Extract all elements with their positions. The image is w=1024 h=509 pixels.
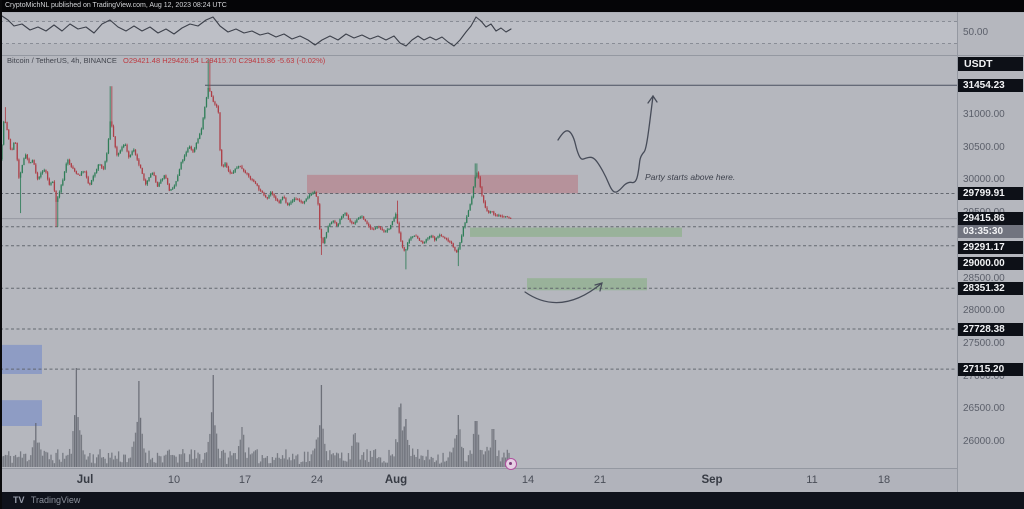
countdown-box: 03:35:30 <box>958 225 1023 238</box>
time-tick: 10 <box>167 474 181 486</box>
time-tick: 24 <box>310 474 324 486</box>
indicator-scale-label: 50.00 <box>963 27 989 38</box>
time-tick: Aug <box>384 474 408 486</box>
ohlc-values: O29421.48 H29426.54 L29415.70 C29415.86 … <box>123 56 326 65</box>
price-axis[interactable]: 50.00 USDT 31000.00 30500.00 30000.00 29… <box>957 12 1024 492</box>
price-gridline-label: 26000.00 <box>963 436 1005 447</box>
current-price-box: 29415.86 <box>958 212 1023 225</box>
price-level-box-high: 31454.23 <box>958 79 1023 92</box>
price-gridline-label: 27500.00 <box>963 338 1005 349</box>
time-tick: Jul <box>76 474 94 486</box>
idea-marker-glyph <box>509 462 512 465</box>
price-level-box: 29291.17 <box>958 240 1023 254</box>
publish-bar: CryptoMichNL published on TradingView.co… <box>0 0 1024 12</box>
idea-marker[interactable] <box>505 458 517 470</box>
watermark-bar: TV TradingView <box>0 492 1024 509</box>
price-gridline-label: 28500.00 <box>963 272 1005 284</box>
symbol-legend: Bitcoin / TetherUS, 4h, BINANCE O29421.4… <box>7 56 325 65</box>
price-level-box: 29799.91 <box>958 187 1023 200</box>
price-gridline-label: 26500.00 <box>963 403 1005 414</box>
price-level-box: 29000.00 <box>958 257 1023 270</box>
publish-text: CryptoMichNL published on TradingView.co… <box>5 2 227 9</box>
time-tick: 11 <box>806 474 818 486</box>
price-gridline-label: 30500.00 <box>963 141 1005 153</box>
time-axis[interactable]: Jul 10 17 24 Aug 14 21 Sep 11 18 <box>0 468 957 492</box>
currency-label: USDT <box>958 57 1023 71</box>
price-level-box: 27115.20 <box>958 362 1023 376</box>
tradingview-brand[interactable]: TradingView <box>30 495 81 505</box>
tradingview-logo-icon[interactable]: TV <box>13 495 25 505</box>
price-gridline-label: 30000.00 <box>963 174 1005 186</box>
time-tick: Sep <box>701 474 723 486</box>
time-tick: 14 <box>521 474 535 486</box>
symbol-name: Bitcoin / TetherUS, 4h, BINANCE <box>7 56 117 65</box>
time-tick: 17 <box>238 474 252 486</box>
price-gridline-label: 27000.00 <box>963 370 1005 382</box>
time-tick: 18 <box>877 474 891 486</box>
time-tick: 21 <box>593 474 607 486</box>
drawing-text-annotation: Party starts above here. <box>645 172 736 182</box>
price-level-box: 28351.32 <box>958 281 1023 295</box>
price-gridline-label: 28000.00 <box>963 305 1005 316</box>
price-gridline-label: 31000.00 <box>963 109 1005 120</box>
price-level-box: 27728.38 <box>958 322 1023 336</box>
left-border <box>0 0 2 509</box>
